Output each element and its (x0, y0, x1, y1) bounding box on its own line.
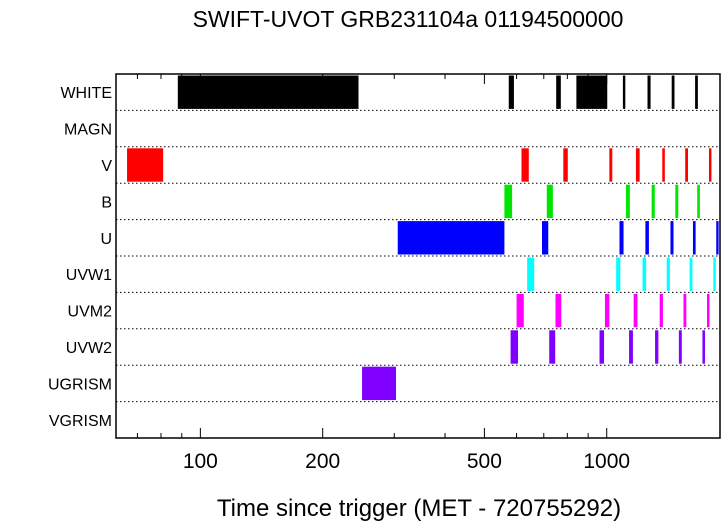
x-axis-ticks: 100 200 500 1000 (136, 74, 630, 473)
exposure-bar-b (504, 184, 513, 219)
filter-label: UGRISM (48, 376, 112, 393)
x-tick-label: 200 (305, 450, 340, 473)
exposure-bar-v (685, 148, 689, 182)
exposure-bar-b (675, 184, 679, 219)
exposure-bar-uvm2 (633, 293, 638, 328)
exposure-bar-b (651, 184, 655, 219)
filter-label: V (101, 158, 112, 175)
exposure-bar-uvw1 (689, 257, 693, 291)
exposure-bar-uvw2 (655, 330, 659, 364)
exposure-bar-uvw1 (713, 257, 716, 291)
x-tick-label: 1000 (583, 450, 630, 473)
exposure-bar-v (521, 148, 529, 182)
exposure-bar-b (697, 184, 700, 219)
x-axis-label: Time since trigger (MET - 720755292) (217, 495, 621, 522)
exposure-bar-white (622, 75, 626, 109)
exposure-bar-uvw2 (678, 330, 682, 364)
exposure-bar-u (542, 221, 549, 255)
filter-label: MAGN (64, 122, 112, 139)
exposure-bar-b (625, 184, 630, 219)
filter-label: UVW2 (66, 340, 112, 357)
exposure-bar-white (556, 75, 561, 109)
exposure-bar-uvw2 (599, 330, 605, 364)
exposure-bar-u (670, 221, 674, 255)
exposure-bar-uvm2 (683, 293, 687, 328)
exposure-bar-white (177, 75, 359, 109)
x-tick-label: 500 (467, 450, 502, 473)
filter-label: VGRISM (49, 413, 112, 430)
filter-label: UVM2 (68, 304, 113, 321)
exposure-bar-uvm2 (604, 293, 610, 328)
exposure-bar-uvw2 (510, 330, 519, 364)
exposure-bar-uvw2 (629, 330, 633, 364)
exposure-bar-v (662, 148, 665, 182)
exposure-bar-v (563, 148, 568, 182)
exposure-bar-u (619, 221, 624, 255)
exposure-bar-uvm2 (659, 293, 663, 328)
exposure-bar-uvm2 (516, 293, 524, 328)
filter-label: B (101, 194, 112, 211)
exposure-bar-white (695, 75, 698, 109)
filter-label: WHITE (60, 85, 112, 102)
exposure-bar-u (692, 221, 696, 255)
exposure-bar-white (647, 75, 651, 109)
exposure-bars (127, 75, 719, 401)
exposure-bar-uvw2 (702, 330, 705, 364)
exposure-bar-uvw2 (549, 330, 556, 364)
exposure-bar-white (671, 75, 675, 109)
exposure-bar-v (635, 148, 640, 182)
row-gridlines (116, 109, 720, 403)
exposure-bar-v (127, 148, 164, 182)
exposure-bar-ugrism (362, 366, 397, 401)
plot-frame (115, 73, 721, 439)
exposure-bar-v (609, 148, 613, 182)
exposure-bar-white (576, 75, 608, 109)
exposure-bar-uvw1 (666, 257, 670, 291)
exposure-bar-v (708, 148, 712, 182)
exposure-bar-b (546, 184, 553, 219)
chart-title: SWIFT-UVOT GRB231104a 01194500000 (193, 6, 624, 32)
x-tick-label: 100 (183, 450, 218, 473)
filter-label: U (100, 231, 112, 248)
exposure-bar-u (397, 221, 505, 255)
exposure-bar-uvw1 (642, 257, 647, 291)
exposure-bar-u (716, 221, 719, 255)
exposure-bar-uvm2 (555, 293, 562, 328)
filter-labels: WHITE MAGN V B U UVW1 UVM2 UVW2 UGRISM VGRISM (48, 85, 112, 430)
exposure-bar-white (508, 75, 514, 109)
exposure-bar-u (645, 221, 649, 255)
exposure-bar-uvw1 (527, 257, 535, 291)
filter-label: UVW1 (66, 267, 112, 284)
exposure-bar-uvm2 (706, 293, 710, 328)
exposure-bar-uvw1 (616, 257, 621, 291)
